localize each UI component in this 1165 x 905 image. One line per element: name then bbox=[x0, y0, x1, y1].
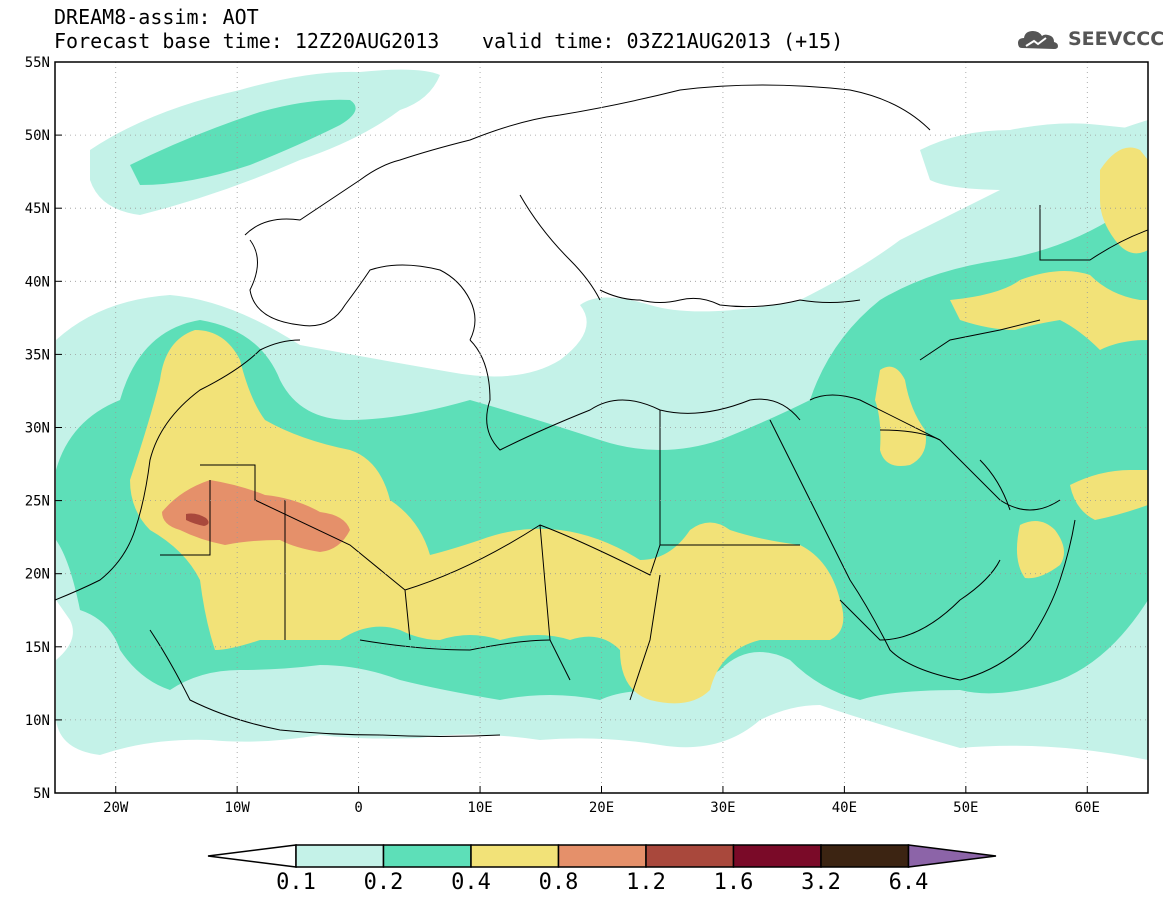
colorbar-box-1.2 bbox=[645, 844, 735, 868]
lon-label: 30E bbox=[710, 800, 735, 816]
lat-label: 25N bbox=[25, 494, 50, 510]
cloud-logo-icon bbox=[1018, 31, 1058, 49]
lon-label: 50E bbox=[953, 800, 978, 816]
colorbar-label-1.6: 1.6 bbox=[713, 870, 754, 895]
colorbar-box-0.8 bbox=[557, 844, 647, 868]
lat-label: 15N bbox=[25, 640, 50, 656]
gridlines bbox=[55, 62, 1148, 793]
aot-band-0.8 bbox=[162, 480, 350, 552]
lat-label: 5N bbox=[33, 786, 50, 802]
logo-text: SEEVCCC bbox=[1068, 28, 1165, 50]
colorbar bbox=[207, 844, 997, 868]
lat-label: 40N bbox=[25, 274, 50, 290]
colorbar-label-0.4: 0.4 bbox=[451, 870, 491, 895]
colorbar-box-0.1 bbox=[295, 844, 385, 868]
axis-ticks bbox=[55, 61, 1088, 794]
lon-label: 60E bbox=[1075, 800, 1100, 816]
lat-label: 45N bbox=[25, 201, 50, 217]
lon-label: 0 bbox=[354, 800, 362, 816]
colorbar-label-6.4: 6.4 bbox=[888, 870, 929, 895]
colorbar-arrow-left bbox=[207, 844, 297, 868]
colorbar-label-3.2: 3.2 bbox=[801, 870, 841, 895]
aot-contours bbox=[56, 69, 1148, 760]
colorbar-box-1.6 bbox=[732, 844, 822, 868]
lon-label: 10W bbox=[225, 800, 251, 816]
colorbar-box-0.4 bbox=[470, 844, 560, 868]
colorbar-label-0.1: 0.1 bbox=[276, 870, 316, 895]
lon-label: 40E bbox=[832, 800, 857, 816]
colorbar-box-0.2 bbox=[382, 844, 472, 868]
lat-label: 30N bbox=[25, 421, 50, 437]
lat-label: 50N bbox=[25, 128, 50, 144]
lat-label: 20N bbox=[25, 567, 50, 583]
lon-label: 20W bbox=[103, 800, 129, 816]
colorbar-box-3.2 bbox=[820, 844, 910, 868]
lat-label: 35N bbox=[25, 347, 50, 363]
colorbar-label-0.8: 0.8 bbox=[538, 870, 579, 895]
aot-band-0.4 bbox=[130, 147, 1148, 704]
colorbar-label-1.2: 1.2 bbox=[626, 870, 666, 895]
lat-label: 55N bbox=[25, 55, 50, 71]
chart-title: DREAM8-assim: AOT bbox=[54, 5, 259, 29]
valid-time: valid time: 03Z21AUG2013 (+15) bbox=[482, 29, 844, 53]
colorbar-label-0.2: 0.2 bbox=[363, 870, 404, 895]
coastlines-borders bbox=[55, 84, 1148, 737]
lon-label: 10E bbox=[467, 800, 492, 816]
aot-band-1.2 bbox=[186, 513, 209, 526]
lon-label: 20E bbox=[589, 800, 614, 816]
forecast-base-time: Forecast base time: 12Z20AUG2013 bbox=[54, 29, 440, 53]
longitude-labels: 20W 10W 0 10E 20E 30E 40E 50E 60E bbox=[103, 800, 1100, 816]
lat-label: 10N bbox=[25, 713, 50, 729]
latitude-labels: 55N 50N 45N 40N 35N 30N 25N 20N 15N 10N 5N bbox=[25, 55, 50, 802]
colorbar-arrow-right bbox=[907, 844, 997, 868]
